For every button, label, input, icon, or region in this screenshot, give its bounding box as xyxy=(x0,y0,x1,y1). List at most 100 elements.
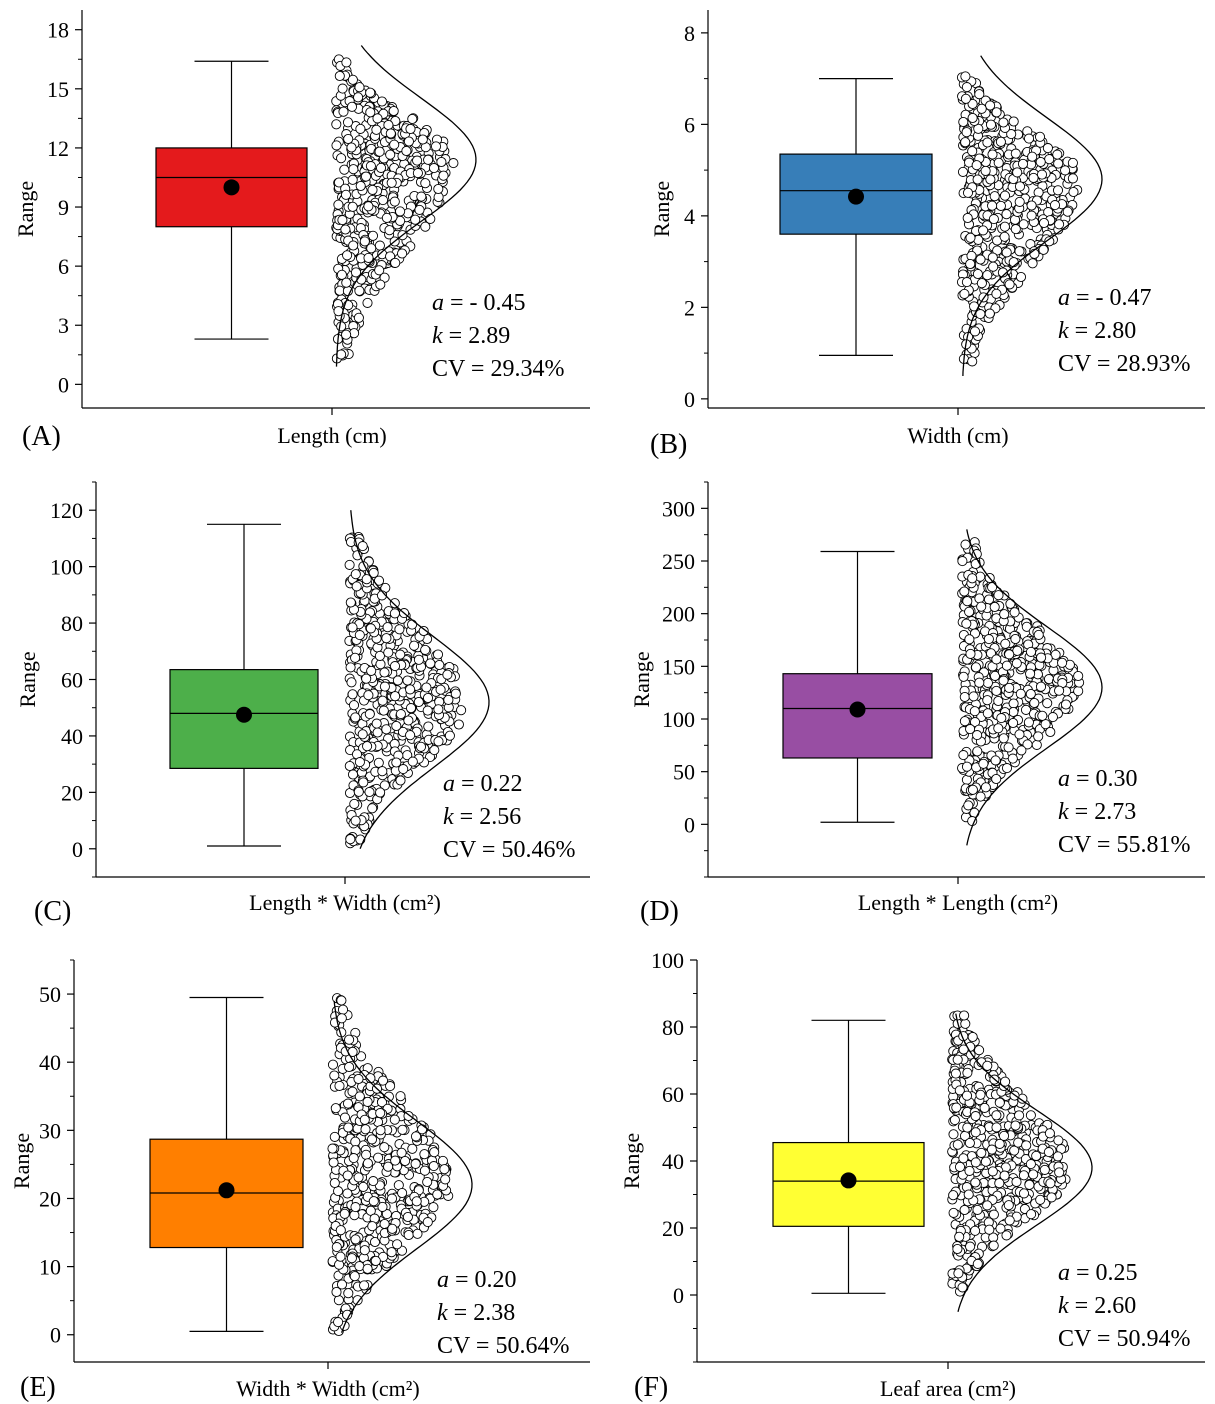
data-point xyxy=(361,673,372,684)
data-point xyxy=(980,1156,991,1167)
data-point xyxy=(971,160,982,171)
data-point xyxy=(960,1018,971,1029)
panel-a: 0 3 6 9 12 15 18 Range Length (cm) (A) a = - 0.45 k… xyxy=(13,10,590,452)
data-point xyxy=(417,134,428,145)
data-point xyxy=(425,658,436,669)
data-point xyxy=(329,1177,340,1189)
data-point xyxy=(395,1091,406,1102)
data-point xyxy=(383,647,394,658)
data-point xyxy=(972,268,983,280)
data-point xyxy=(389,661,401,672)
data-point xyxy=(402,1211,413,1223)
mean-marker xyxy=(848,188,864,205)
data-point xyxy=(361,1149,372,1160)
data-point xyxy=(1026,210,1037,221)
skewness-label: a = 0.30 xyxy=(1058,766,1138,792)
data-point xyxy=(1060,699,1072,710)
data-point xyxy=(987,1166,998,1177)
data-point xyxy=(422,1176,433,1188)
a-symbol: a xyxy=(1058,285,1070,311)
data-point xyxy=(959,288,970,299)
panel-label: (D) xyxy=(640,896,679,927)
data-point xyxy=(433,704,444,715)
data-point xyxy=(961,761,973,772)
data-point xyxy=(1027,151,1038,162)
data-point xyxy=(964,1165,975,1176)
data-point xyxy=(964,1137,975,1149)
data-point xyxy=(1015,271,1027,283)
data-point xyxy=(952,1054,963,1065)
data-point xyxy=(972,730,983,741)
data-point xyxy=(407,113,418,125)
data-point xyxy=(1007,753,1018,764)
data-point xyxy=(1052,1151,1063,1162)
data-point xyxy=(327,1059,339,1070)
x-axis-label: Width (cm) xyxy=(907,423,1008,448)
data-point xyxy=(347,174,358,185)
data-point xyxy=(962,212,973,224)
data-point xyxy=(353,1073,364,1085)
data-point xyxy=(438,170,449,181)
data-point xyxy=(379,667,390,678)
data-point xyxy=(432,649,444,660)
kurtosis-label: k = 2.56 xyxy=(443,804,521,830)
mean-marker xyxy=(236,706,252,723)
data-point xyxy=(342,250,353,261)
data-point xyxy=(948,1190,959,1201)
data-point xyxy=(353,92,364,103)
a-symbol: a xyxy=(1058,1260,1070,1286)
data-point xyxy=(395,649,406,660)
panel-label: (F) xyxy=(634,1372,668,1403)
data-point xyxy=(333,1317,344,1328)
data-point xyxy=(375,1108,386,1119)
data-point xyxy=(344,760,355,772)
data-point xyxy=(335,1225,346,1236)
data-point xyxy=(439,1164,450,1175)
k-symbol: k xyxy=(1058,1293,1069,1319)
data-point xyxy=(334,70,345,82)
data-point xyxy=(1003,1200,1014,1211)
data-point xyxy=(349,1271,360,1282)
k-symbol: k xyxy=(1058,318,1069,344)
data-point xyxy=(375,162,387,173)
data-point xyxy=(389,196,400,207)
data-point xyxy=(1011,658,1022,669)
data-point xyxy=(387,1223,398,1234)
data-point xyxy=(978,758,989,769)
data-point xyxy=(442,669,453,680)
data-point xyxy=(339,1208,350,1219)
data-point xyxy=(983,634,994,645)
y-tick-label: 150 xyxy=(662,654,695,679)
y-tick-label: 40 xyxy=(61,724,83,749)
data-point xyxy=(403,1229,414,1241)
data-point xyxy=(1036,652,1047,663)
data-point xyxy=(453,719,464,730)
data-point xyxy=(377,695,388,706)
data-point xyxy=(363,690,374,701)
data-point xyxy=(1012,167,1023,178)
data-point xyxy=(998,675,1009,686)
data-point xyxy=(1033,731,1044,742)
data-point xyxy=(373,1152,384,1163)
y-axis-label: Range xyxy=(629,651,654,707)
y-tick-label: 120 xyxy=(50,498,83,523)
kurtosis-value: 2.60 xyxy=(1094,1293,1136,1319)
mean-marker xyxy=(218,1182,235,1199)
y-tick-label: 20 xyxy=(61,780,83,805)
data-point xyxy=(331,140,342,151)
data-point xyxy=(365,161,376,172)
data-point xyxy=(385,128,396,139)
data-point xyxy=(965,648,976,659)
data-point xyxy=(377,766,388,777)
data-point xyxy=(984,308,995,319)
kurtosis-label: k = 2.89 xyxy=(432,323,510,349)
data-point xyxy=(422,705,433,716)
data-point xyxy=(350,267,362,278)
data-point xyxy=(355,180,366,192)
data-point xyxy=(370,1255,381,1266)
cv-prefix: CV = xyxy=(443,837,501,863)
cv-value: 28.93% xyxy=(1116,351,1190,377)
data-point xyxy=(327,1143,338,1154)
data-point xyxy=(987,149,998,160)
y-tick-label: 9 xyxy=(58,195,69,220)
